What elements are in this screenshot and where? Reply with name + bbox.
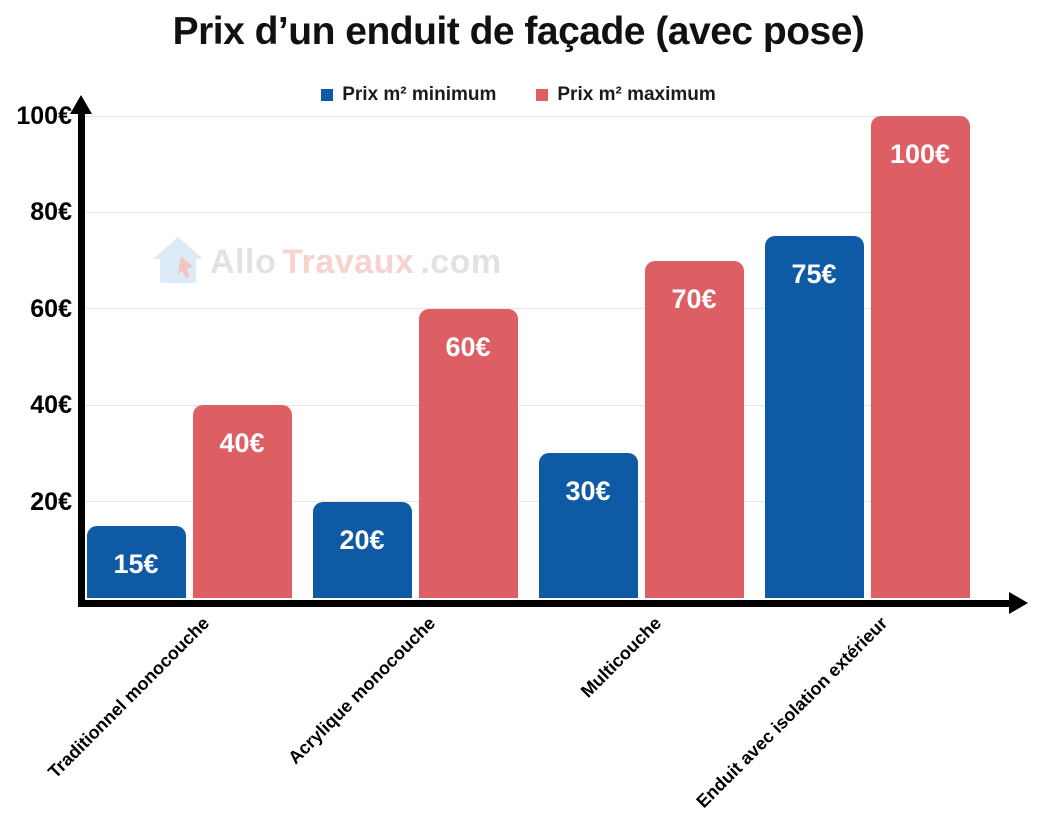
allotravaux-house-icon xyxy=(152,235,204,290)
x-axis-category-label: Traditionnel monocouche xyxy=(44,613,214,783)
bar-minimum: 20€ xyxy=(312,502,412,598)
legend-item-maximum: Prix m² maximum xyxy=(536,84,716,106)
gridline xyxy=(84,211,966,213)
bar-value-label: 60€ xyxy=(445,332,491,362)
y-axis-tick-label: 80€ xyxy=(30,198,72,227)
y-axis-tick-label: 40€ xyxy=(30,391,72,420)
legend-label-minimum: Prix m² minimum xyxy=(342,84,497,105)
x-axis-arrow-icon xyxy=(1009,592,1028,614)
gridline xyxy=(84,501,966,503)
legend: Prix m² minimum Prix m² maximum xyxy=(0,84,1037,106)
legend-item-minimum: Prix m² minimum xyxy=(321,84,496,106)
x-axis-category-label: Acrylique monocouche xyxy=(284,613,440,768)
bar-maximum: 60€ xyxy=(418,309,518,598)
bar-value-label: 70€ xyxy=(671,284,717,314)
watermark-allotravaux: Allo Travaux .com xyxy=(152,234,502,290)
bar-maximum: 70€ xyxy=(644,261,744,598)
bar-minimum: 15€ xyxy=(86,526,186,598)
y-axis-tick-label: 20€ xyxy=(30,487,72,516)
bar-minimum: 75€ xyxy=(764,236,864,598)
y-axis-tick-label: 60€ xyxy=(30,294,72,323)
gridline xyxy=(84,115,966,117)
y-axis-line xyxy=(78,110,85,607)
x-axis-line xyxy=(78,600,1010,607)
legend-label-maximum: Prix m² maximum xyxy=(557,84,716,105)
gridline xyxy=(84,308,966,310)
watermark-text-allo: Allo xyxy=(210,242,277,281)
bar-value-label: 20€ xyxy=(339,525,385,555)
bar-value-label: 100€ xyxy=(889,139,951,169)
bar-value-label: 40€ xyxy=(219,428,265,458)
y-axis-arrow-icon xyxy=(70,95,92,114)
bar-maximum: 40€ xyxy=(192,405,292,598)
x-axis-category-label: Enduit avec isolation extérieur xyxy=(692,613,892,812)
bar-value-label: 75€ xyxy=(791,259,837,289)
watermark-text-com: .com xyxy=(420,242,502,281)
bar-maximum: 100€ xyxy=(870,116,970,598)
bar-value-label: 30€ xyxy=(565,476,611,506)
legend-swatch-minimum-icon xyxy=(321,89,334,101)
x-axis-category-label: Multicouche xyxy=(576,613,666,702)
legend-swatch-maximum-icon xyxy=(536,89,549,101)
watermark-text-travaux: Travaux xyxy=(282,242,415,281)
gridline xyxy=(84,404,966,406)
bar-value-label: 15€ xyxy=(113,549,159,579)
chart-title: Prix d’un enduit de façade (avec pose) xyxy=(172,10,865,53)
bar-minimum: 30€ xyxy=(538,453,638,598)
y-axis-tick-label: 100€ xyxy=(16,102,72,130)
